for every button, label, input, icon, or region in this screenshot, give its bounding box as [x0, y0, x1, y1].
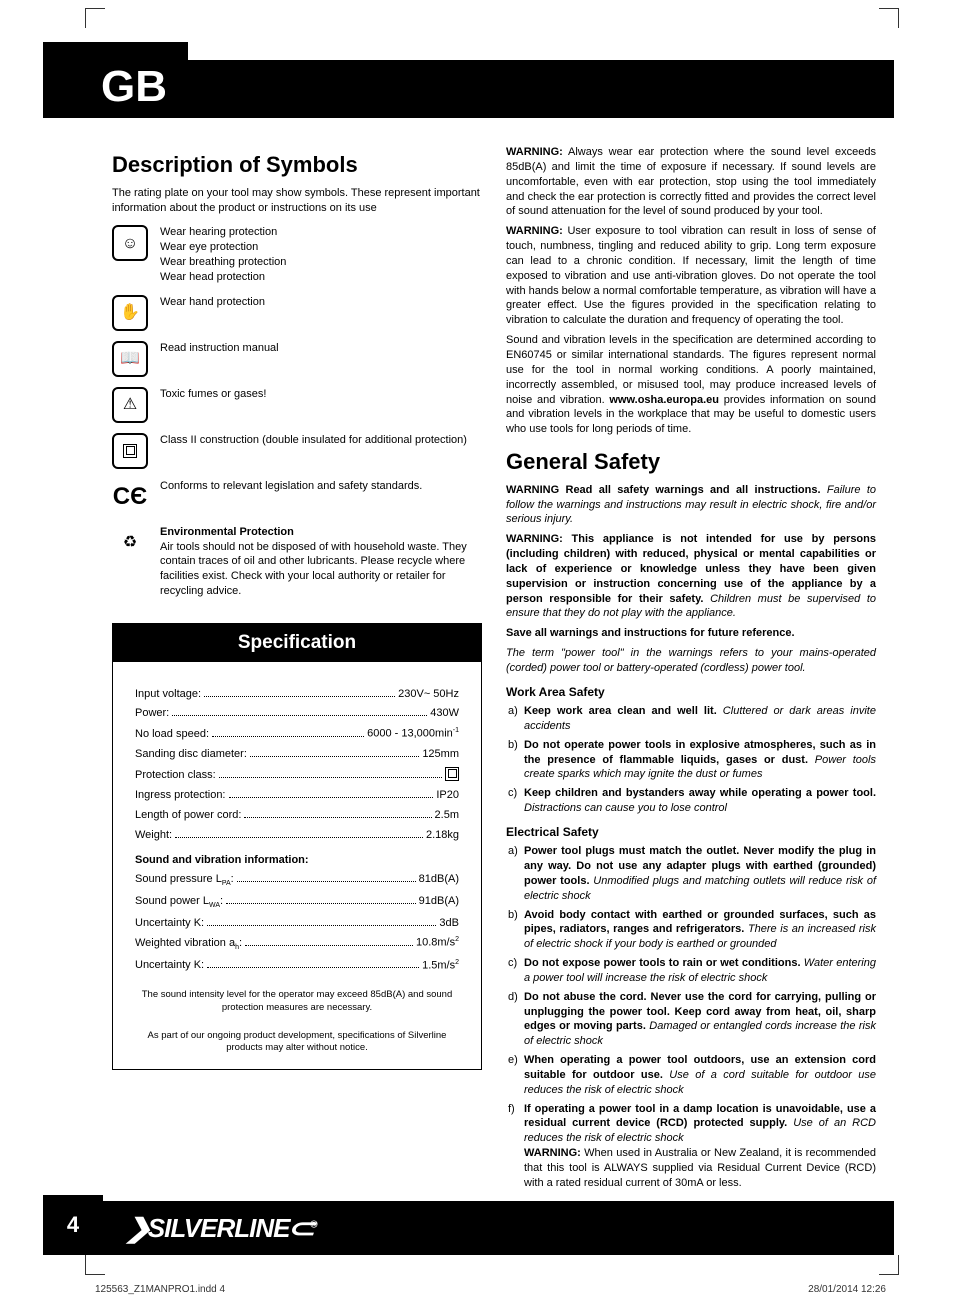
spec-row: Input voltage:230V~ 50Hz — [135, 687, 459, 702]
class2-icon — [112, 433, 148, 469]
symbols-heading: Description of Symbols — [112, 150, 482, 180]
spec-row: Weighted vibration ah:10.8m/s2 — [135, 935, 459, 952]
symbol-row: CЄ Conforms to relevant legislation and s… — [112, 479, 482, 515]
symbols-intro: The rating plate on your tool may show s… — [112, 186, 482, 216]
symbol-text: Read instruction manual — [160, 341, 482, 356]
symbol-row: ♻ Environmental ProtectionAir tools shoul… — [112, 525, 482, 599]
symbol-row: ⚠ Toxic fumes or gases! — [112, 387, 482, 423]
toxic-icon: ⚠ — [112, 387, 148, 423]
page-content: Description of Symbols The rating plate … — [112, 140, 889, 1175]
list-item: a)Power tool plugs must match the outlet… — [524, 844, 876, 903]
warning-paragraph: WARNING Read all safety warnings and all… — [506, 483, 876, 528]
right-column: WARNING: Always wear ear protection wher… — [506, 140, 876, 1175]
symbol-text: Class II construction (double insulated … — [160, 433, 482, 448]
electrical-safety-list: a)Power tool plugs must match the outlet… — [506, 844, 876, 1191]
symbol-text: Wear hearing protectionWear eye protecti… — [160, 225, 482, 284]
work-area-heading: Work Area Safety — [506, 684, 876, 700]
list-item: d)Do not abuse the cord. Never use the c… — [524, 990, 876, 1049]
list-item: c)Do not expose power tools to rain or w… — [524, 956, 876, 986]
brand-logo: ❯SILVERLINE⊂® — [127, 1213, 317, 1244]
ce-icon: CЄ — [112, 479, 148, 515]
page-number: 4 — [43, 1195, 103, 1255]
symbol-row: ✋ Wear hand protection — [112, 295, 482, 331]
term-definition: The term "power tool" in the warnings re… — [506, 646, 876, 676]
spec-row: Uncertainty K:1.5m/s2 — [135, 958, 459, 974]
spec-row: Sanding disc diameter:125mm — [135, 747, 459, 762]
print-slug: 125563_Z1MANPRO1.indd 4 28/01/2014 12:26 — [95, 1284, 886, 1295]
symbol-row: ☺ Wear hearing protectionWear eye protect… — [112, 225, 482, 284]
list-item: a)Keep work area clean and well lit. Clu… — [524, 704, 876, 734]
spec-row: Weight:2.18kg — [135, 828, 459, 843]
manual-icon: 📖 — [112, 341, 148, 377]
sound-vibration-heading: Sound and vibration information: — [135, 853, 459, 868]
specification-box: Specification Input voltage:230V~ 50Hz Po… — [112, 623, 482, 1070]
work-area-list: a)Keep work area clean and well lit. Clu… — [506, 704, 876, 816]
symbols-list: ☺ Wear hearing protectionWear eye protect… — [112, 225, 482, 599]
symbol-text: Toxic fumes or gases! — [160, 387, 482, 402]
list-item: b)Do not operate power tools in explosiv… — [524, 738, 876, 783]
warning-paragraph: WARNING: This appliance is not intended … — [506, 532, 876, 621]
left-column: Description of Symbols The rating plate … — [112, 140, 482, 1175]
spec-row: Uncertainty K:3dB — [135, 916, 459, 931]
ppe-head-icon: ☺ — [112, 225, 148, 261]
crop-mark — [879, 8, 899, 28]
symbol-text: Wear hand protection — [160, 295, 482, 310]
body-paragraph: Sound and vibration levels in the specif… — [506, 333, 876, 437]
list-item: f)If operating a power tool in a damp lo… — [524, 1102, 876, 1191]
glove-icon: ✋ — [112, 295, 148, 331]
specification-body: Input voltage:230V~ 50Hz Power:430W No loa… — [113, 662, 481, 1069]
symbol-text: Conforms to relevant legislation and saf… — [160, 479, 482, 494]
header-bar — [105, 60, 894, 118]
spec-row: Length of power cord:2.5m — [135, 808, 459, 823]
warning-paragraph: WARNING: Always wear ear protection wher… — [506, 145, 876, 219]
save-warnings: Save all warnings and instructions for f… — [506, 626, 876, 641]
general-safety-heading: General Safety — [506, 447, 876, 477]
crop-mark — [85, 1255, 105, 1275]
crop-mark — [85, 8, 105, 28]
symbol-text: Environmental ProtectionAir tools should… — [160, 525, 482, 599]
spec-note: As part of our ongoing product developme… — [135, 1030, 459, 1055]
spec-note: The sound intensity level for the operat… — [135, 989, 459, 1014]
spec-row: Protection class: — [135, 767, 459, 783]
specification-heading: Specification — [113, 624, 481, 662]
spec-row: No load speed:6000 - 13,000min-1 — [135, 726, 459, 742]
list-item: b)Avoid body contact with earthed or gro… — [524, 908, 876, 953]
recycle-icon: ♻ — [112, 525, 148, 561]
spec-row: Power:430W — [135, 706, 459, 721]
slug-date: 28/01/2014 12:26 — [808, 1284, 886, 1295]
electrical-safety-heading: Electrical Safety — [506, 824, 876, 840]
list-item: e)When operating a power tool outdoors, … — [524, 1053, 876, 1098]
symbol-row: Class II construction (double insulated … — [112, 433, 482, 469]
warning-paragraph: WARNING: User exposure to tool vibration… — [506, 224, 876, 328]
list-item: c)Keep children and bystanders away whil… — [524, 786, 876, 816]
symbol-row: 📖 Read instruction manual — [112, 341, 482, 377]
slug-file: 125563_Z1MANPRO1.indd 4 — [95, 1284, 225, 1295]
spec-row: Sound power LWA:91dB(A) — [135, 894, 459, 911]
language-tab: GB — [43, 42, 188, 118]
spec-row: Sound pressure LPA:81dB(A) — [135, 872, 459, 889]
crop-mark — [879, 1255, 899, 1275]
spec-row: Ingress protection:IP20 — [135, 788, 459, 803]
footer-bar: 4 ❯SILVERLINE⊂® — [43, 1201, 894, 1255]
